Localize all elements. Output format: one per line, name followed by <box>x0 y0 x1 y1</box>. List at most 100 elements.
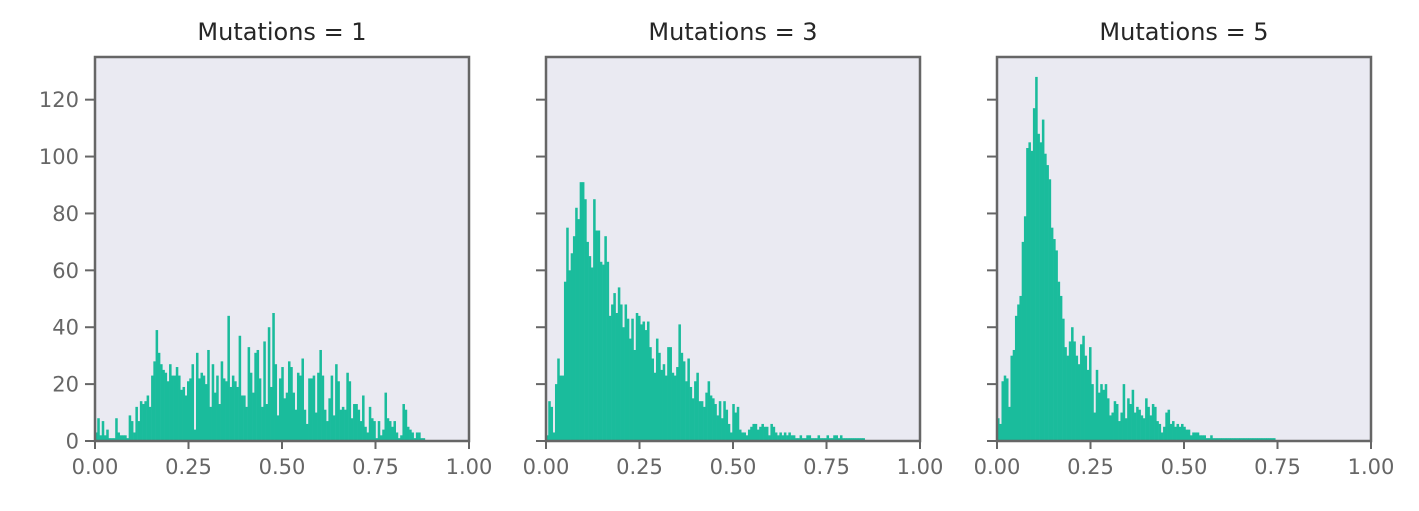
histogram-bar <box>1169 423 1173 441</box>
histogram-bar <box>848 438 852 441</box>
histogram-bar <box>144 401 147 441</box>
histogram-bar <box>700 401 704 441</box>
histogram-bar <box>730 432 733 441</box>
histogram-bar <box>245 406 248 441</box>
histogram-bar <box>660 369 663 441</box>
histogram-bar <box>287 361 291 441</box>
histogram-bar <box>103 435 107 441</box>
histogram-bar <box>153 361 156 441</box>
histogram-bar <box>337 381 340 441</box>
histogram-bar <box>178 375 181 441</box>
histogram-bar <box>559 375 562 441</box>
histogram-bar <box>1039 142 1043 441</box>
histogram-bar <box>1230 438 1233 441</box>
histogram-bar <box>290 367 293 441</box>
histogram-bar <box>1246 438 1249 441</box>
y-tick-label: 60 <box>52 259 79 283</box>
histogram-bar <box>1097 392 1101 441</box>
histogram-bar <box>335 364 338 441</box>
histogram-bar <box>725 409 729 441</box>
histogram-bar <box>584 199 587 441</box>
histogram-bar <box>1172 421 1175 441</box>
histogram-bar <box>1008 406 1011 441</box>
histogram-bar <box>359 421 363 441</box>
histogram-bar <box>397 438 401 441</box>
histogram-bar <box>716 415 720 441</box>
histogram-bar <box>353 404 356 441</box>
histogram-bar <box>617 287 621 441</box>
histogram-bar <box>1268 438 1272 441</box>
histogram-bar <box>189 378 192 441</box>
histogram-bar <box>1198 435 1202 441</box>
histogram-bar <box>1100 384 1103 441</box>
histogram-bar <box>563 281 567 441</box>
histogram-bar <box>348 381 352 441</box>
histogram-bar <box>1183 426 1186 441</box>
histogram-bar <box>597 230 601 441</box>
histogram-bar <box>788 432 791 441</box>
histogram-bar <box>1028 142 1031 441</box>
histogram-bar <box>1068 341 1072 441</box>
histogram-bar <box>997 418 1000 441</box>
histogram-bar <box>804 438 807 441</box>
histogram-bar <box>602 264 605 441</box>
histogram-bar <box>579 182 583 441</box>
histogram-bar <box>577 219 580 441</box>
histogram-bar <box>687 358 690 441</box>
histogram-bar <box>1174 426 1177 441</box>
histogram-bar <box>806 435 809 441</box>
histogram-bar <box>1032 108 1036 441</box>
histogram-bar <box>373 421 376 441</box>
histogram-bar <box>698 401 702 441</box>
histogram-bar <box>631 318 634 441</box>
histogram-bar <box>1207 438 1211 441</box>
histogram-bar <box>377 421 381 441</box>
histogram-bar <box>126 438 129 441</box>
histogram-bar <box>678 324 681 441</box>
histogram-bar <box>1158 423 1162 441</box>
histogram-bar <box>422 438 426 441</box>
histogram-bar <box>303 409 307 441</box>
histogram-bar <box>355 404 358 441</box>
histogram-bar <box>142 404 145 441</box>
x-tick-label: 0.50 <box>1161 455 1208 479</box>
histogram-bar <box>604 236 607 441</box>
histogram-bar <box>133 432 136 441</box>
x-tick-label: 0.25 <box>1067 455 1114 479</box>
histogram-bar <box>216 375 219 441</box>
histogram-bar <box>173 375 177 441</box>
histogram-bar <box>662 364 666 441</box>
histogram-bar <box>1138 409 1141 441</box>
histogram-bar <box>1041 119 1045 441</box>
histogram-bar <box>256 349 260 441</box>
histogram-bar <box>1055 250 1058 441</box>
histogram-bar <box>590 267 594 441</box>
histogram-bar <box>546 435 549 441</box>
histogram-bar <box>599 261 603 441</box>
histogram-bar <box>1145 398 1148 441</box>
histogram-bar <box>1122 384 1126 441</box>
histogram-bar <box>106 429 109 441</box>
histogram-bar <box>747 429 751 441</box>
histogram-bar <box>1109 415 1112 441</box>
histogram-bar <box>321 375 325 441</box>
histogram-bar <box>1136 406 1139 441</box>
histogram-bar <box>272 313 275 441</box>
histogram-bar <box>1257 438 1260 441</box>
histogram-bar <box>310 378 313 441</box>
histogram-bar <box>312 375 316 441</box>
histogram-bar <box>649 347 652 441</box>
histogram-bar <box>326 421 329 441</box>
histogram-bar <box>371 418 374 441</box>
histogram-bar <box>676 367 679 441</box>
histogram-bar <box>1255 438 1258 441</box>
histogram-bar <box>1248 438 1251 441</box>
histogram-bar <box>330 375 334 441</box>
histogram-bar <box>1089 347 1092 441</box>
histogram-bar <box>415 432 419 441</box>
histogram-bar <box>1001 381 1005 441</box>
y-tick-label: 0 <box>66 430 79 454</box>
histogram-bar <box>611 304 614 441</box>
histogram-bar <box>1075 355 1079 441</box>
histogram-bar <box>1185 429 1189 441</box>
